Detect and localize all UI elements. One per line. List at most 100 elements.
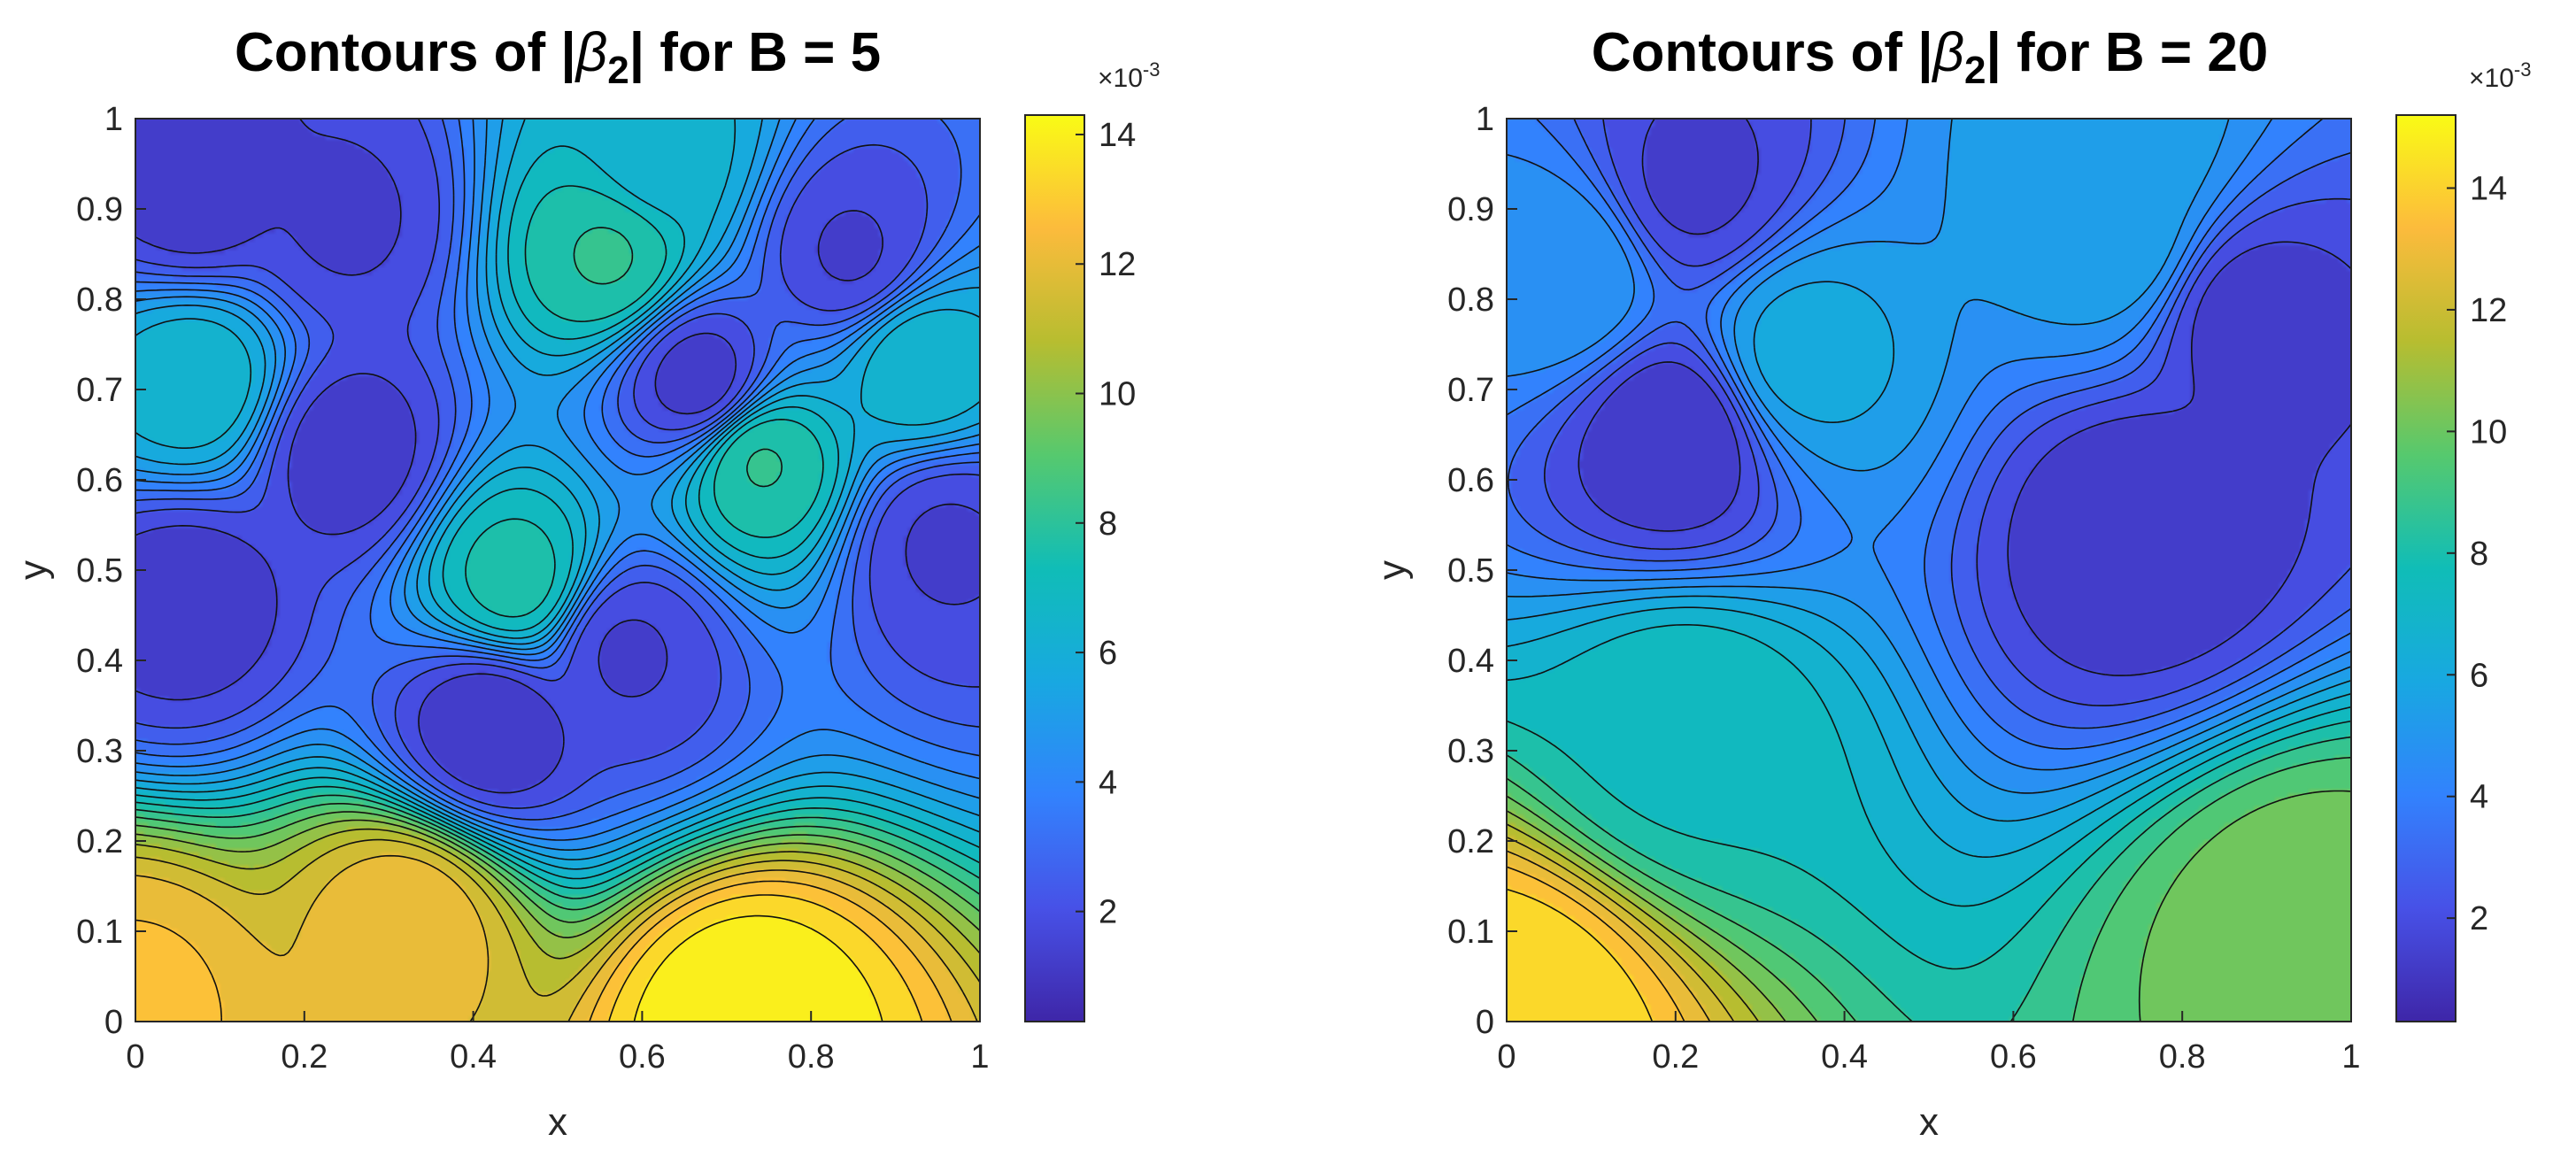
y-tick-label: 0 bbox=[104, 1004, 123, 1041]
colorbar-tick-label: 14 bbox=[2470, 170, 2507, 207]
y-tick-label: 0.1 bbox=[1447, 914, 1494, 951]
colorbar-ticks: 2 4 6 8 10 12 14 bbox=[1076, 117, 1136, 931]
y-tick-label: 0.6 bbox=[1447, 462, 1494, 499]
y-tick-label: 0.8 bbox=[76, 282, 123, 319]
contour-line bbox=[135, 118, 981, 841]
y-tick-label: 0.9 bbox=[76, 191, 123, 228]
colorbar-tick-label: 14 bbox=[1099, 117, 1136, 154]
y-tick-label: 0.7 bbox=[1447, 372, 1494, 409]
y-tick-label: 1 bbox=[1476, 101, 1494, 138]
contour-line bbox=[1506, 850, 1711, 1022]
x-axis-label: x bbox=[1919, 1100, 1939, 1144]
x-axis-label: x bbox=[548, 1100, 567, 1144]
contour-line bbox=[633, 914, 883, 1022]
contour-line bbox=[135, 880, 953, 1022]
colorbar-tick-label: 12 bbox=[2470, 292, 2507, 329]
x-tick-label: 0.6 bbox=[619, 1038, 666, 1076]
colorbar: 2 4 6 8 10 12 14 ×10-3 bbox=[1024, 58, 1160, 1022]
contour-line bbox=[1544, 118, 2352, 706]
y-tick-label: 0.9 bbox=[1447, 191, 1494, 228]
contour-line bbox=[135, 803, 981, 911]
colorbar-tick-label: 4 bbox=[1099, 764, 1117, 801]
contour-plot-area bbox=[1506, 118, 2352, 1022]
colorbar-tick-label: 10 bbox=[1099, 376, 1136, 413]
contour-line bbox=[135, 811, 981, 923]
colorbar: 2 4 6 8 10 12 14 ×10-3 bbox=[2395, 58, 2531, 1022]
y-tick-label: 0.5 bbox=[76, 552, 123, 590]
contour-panel-b20: Contours of |β2| for B = 20 0 0.2 0.4 0.6 0.… bbox=[1288, 0, 2576, 1157]
contour-line bbox=[1506, 810, 1786, 1022]
colorbar-ticks: 2 4 6 8 10 12 14 bbox=[2447, 170, 2507, 937]
contour-line bbox=[1506, 118, 2352, 794]
x-tick-label: 0 bbox=[126, 1038, 144, 1076]
x-tick-label: 0.8 bbox=[2159, 1038, 2206, 1076]
y-tick-label: 0.4 bbox=[1447, 643, 1494, 680]
contour-line bbox=[135, 828, 981, 960]
contour-line bbox=[135, 118, 981, 831]
x-tick-label: 0 bbox=[1497, 1038, 1516, 1076]
y-tick-label: 0.6 bbox=[76, 462, 123, 499]
contour-field-image bbox=[135, 119, 980, 1022]
contour-line bbox=[1506, 756, 2352, 1022]
colorbar-tick-label: 6 bbox=[2470, 657, 2488, 694]
colorbar-tick-label: 8 bbox=[2470, 536, 2488, 573]
chart-title: Contours of |β2| for B = 5 bbox=[235, 22, 881, 92]
contour-line bbox=[1506, 606, 2352, 858]
y-tick-label: 0.2 bbox=[1447, 823, 1494, 860]
colorbar-bar bbox=[2395, 114, 2456, 1022]
axis-ticks: 0 0.2 0.4 0.6 0.8 1 0 0.1 0.2 0.3 0.4 0.5 0.6 0.7 0.8 0… bbox=[1447, 101, 2360, 1076]
contour-line bbox=[135, 145, 981, 880]
colorbar-exponent: ×10-3 bbox=[1098, 58, 1160, 93]
y-tick-label: 0.2 bbox=[76, 823, 123, 860]
contour-line bbox=[1577, 118, 2352, 676]
y-tick-label: 0.8 bbox=[1447, 282, 1494, 319]
y-tick-label: 0.5 bbox=[1447, 552, 1494, 590]
contour-line bbox=[135, 819, 981, 938]
colorbar-bar bbox=[1024, 114, 1085, 1022]
contour-line bbox=[1506, 720, 2352, 970]
y-tick-label: 0.3 bbox=[76, 733, 123, 770]
y-tick-label: 0.1 bbox=[76, 914, 123, 951]
contour-line bbox=[135, 854, 978, 1022]
x-tick-label: 1 bbox=[2341, 1038, 2360, 1076]
colorbar-tick-label: 10 bbox=[2470, 413, 2507, 451]
axis-ticks: 0 0.2 0.4 0.6 0.8 1 0 0.1 0.2 0.3 0.4 0.5 0.6 0.7 0.8 0… bbox=[76, 101, 989, 1076]
contour-lines bbox=[1506, 118, 2352, 1022]
contour-line bbox=[135, 185, 981, 890]
colorbar-tick-label: 8 bbox=[1099, 505, 1117, 543]
x-tick-label: 0.2 bbox=[1652, 1038, 1699, 1076]
x-tick-label: 1 bbox=[970, 1038, 989, 1076]
contour-line bbox=[1506, 837, 1735, 1022]
contour-line bbox=[135, 118, 981, 860]
contour-line bbox=[608, 894, 923, 1022]
contour-line bbox=[135, 118, 981, 851]
contour-line bbox=[1506, 888, 1654, 1022]
contour-line bbox=[135, 118, 981, 870]
contour-line bbox=[1506, 866, 1685, 1022]
contour-line bbox=[135, 838, 981, 997]
y-tick-label: 0.4 bbox=[76, 643, 123, 680]
x-tick-label: 0.2 bbox=[281, 1038, 328, 1076]
contour-plot-area bbox=[135, 118, 981, 1022]
colorbar-tick-label: 4 bbox=[2470, 779, 2488, 816]
y-axis-label: y bbox=[12, 560, 55, 580]
contour-line bbox=[1506, 823, 1760, 1022]
y-tick-label: 1 bbox=[104, 101, 123, 138]
colorbar-tick-label: 2 bbox=[2470, 900, 2488, 937]
contour-line bbox=[1506, 281, 2352, 822]
x-tick-label: 0.4 bbox=[450, 1038, 497, 1076]
contour-chart-b20: Contours of |β2| for B = 20 0 0.2 0.4 0.6 0.… bbox=[1370, 22, 2531, 1144]
contour-line bbox=[1506, 118, 2352, 771]
y-tick-label: 0.7 bbox=[76, 372, 123, 409]
y-tick-label: 0.3 bbox=[1447, 733, 1494, 770]
x-tick-label: 0.8 bbox=[788, 1038, 835, 1076]
x-tick-label: 0.4 bbox=[1821, 1038, 1868, 1076]
y-tick-label: 0 bbox=[1476, 1004, 1494, 1041]
colorbar-tick-label: 2 bbox=[1099, 894, 1117, 931]
contour-panel-b5: Contours of |β2| for B = 5 0 0.2 0.4 0.6 0.8… bbox=[12, 22, 1160, 1144]
contour-line bbox=[1506, 790, 2352, 1022]
contour-chart-b5: Contours of |β2| for B = 5 0 0.2 0.4 0.6 0.8… bbox=[12, 22, 1160, 1144]
colorbar-tick-label: 12 bbox=[1099, 246, 1136, 283]
contour-line bbox=[1506, 624, 2352, 907]
x-tick-label: 0.6 bbox=[1990, 1038, 2037, 1076]
